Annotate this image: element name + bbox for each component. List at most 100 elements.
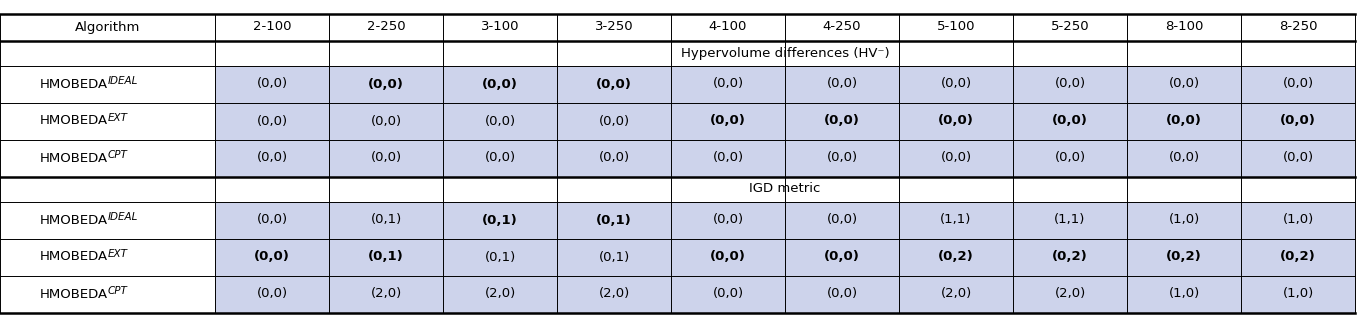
Text: (0,1): (0,1) — [484, 250, 515, 263]
Bar — [557, 40, 671, 66]
Bar — [786, 201, 900, 239]
Text: (0,0): (0,0) — [712, 288, 743, 301]
Text: (0,0): (0,0) — [484, 152, 515, 165]
Text: HMOBEDA: HMOBEDA — [39, 114, 107, 127]
Bar — [1241, 102, 1355, 140]
Bar — [671, 239, 786, 275]
Bar — [443, 201, 557, 239]
Bar — [329, 201, 443, 239]
Text: (0,0): (0,0) — [940, 78, 972, 91]
Bar — [329, 275, 443, 313]
Text: (0,1): (0,1) — [371, 214, 402, 227]
Bar — [0, 239, 215, 275]
Text: (0,0): (0,0) — [1055, 78, 1086, 91]
Bar — [329, 40, 443, 66]
Text: 8-100: 8-100 — [1165, 21, 1203, 34]
Text: (0,0): (0,0) — [712, 152, 743, 165]
Text: (0,0): (0,0) — [712, 214, 743, 227]
Bar — [786, 239, 900, 275]
Bar — [1127, 176, 1241, 201]
Text: 5-250: 5-250 — [1051, 21, 1090, 34]
Text: (2,0): (2,0) — [371, 288, 402, 301]
Bar — [900, 102, 1012, 140]
Text: IDEAL: IDEAL — [107, 212, 137, 222]
Bar — [1241, 176, 1355, 201]
Bar — [443, 66, 557, 102]
Text: 2-100: 2-100 — [253, 21, 291, 34]
Text: HMOBEDA: HMOBEDA — [39, 250, 107, 263]
Bar — [1012, 201, 1127, 239]
Bar — [329, 66, 443, 102]
Bar — [786, 176, 900, 201]
Text: (0,0): (0,0) — [1169, 152, 1200, 165]
Text: (0,0): (0,0) — [597, 78, 632, 91]
Text: EXT: EXT — [107, 249, 128, 259]
Text: (0,0): (0,0) — [938, 114, 974, 127]
Bar — [900, 239, 1012, 275]
Text: (0,0): (0,0) — [257, 114, 288, 127]
Text: (0,0): (0,0) — [257, 152, 288, 165]
Bar — [1012, 13, 1127, 40]
Text: 5-100: 5-100 — [936, 21, 976, 34]
Bar — [557, 275, 671, 313]
Text: Hypervolume differences (HV⁻): Hypervolume differences (HV⁻) — [681, 47, 889, 60]
Text: (0,2): (0,2) — [1052, 250, 1087, 263]
Text: (2,0): (2,0) — [484, 288, 515, 301]
Bar — [1012, 140, 1127, 176]
Text: (0,0): (0,0) — [709, 114, 746, 127]
Bar — [0, 13, 215, 40]
Text: (1,0): (1,0) — [1169, 288, 1200, 301]
Text: (0,2): (0,2) — [938, 250, 974, 263]
Bar — [671, 40, 786, 66]
Bar — [900, 66, 1012, 102]
Bar — [0, 140, 215, 176]
Text: (0,0): (0,0) — [1166, 114, 1201, 127]
Text: (1,0): (1,0) — [1169, 214, 1200, 227]
Bar — [1127, 201, 1241, 239]
Text: (0,2): (0,2) — [1166, 250, 1201, 263]
Text: (0,0): (0,0) — [826, 288, 858, 301]
Text: HMOBEDA: HMOBEDA — [39, 214, 107, 227]
Bar — [1012, 275, 1127, 313]
Bar — [671, 275, 786, 313]
Text: (0,0): (0,0) — [254, 250, 289, 263]
Bar — [1127, 13, 1241, 40]
Text: 3-100: 3-100 — [481, 21, 519, 34]
Text: (2,0): (2,0) — [598, 288, 629, 301]
Bar — [1241, 239, 1355, 275]
Bar — [900, 140, 1012, 176]
Text: (0,0): (0,0) — [257, 78, 288, 91]
Text: (0,0): (0,0) — [371, 152, 401, 165]
Bar — [1241, 201, 1355, 239]
Text: 4-250: 4-250 — [822, 21, 862, 34]
Text: (0,0): (0,0) — [1283, 152, 1314, 165]
Bar — [1012, 239, 1127, 275]
Text: (0,1): (0,1) — [368, 250, 404, 263]
Bar — [900, 275, 1012, 313]
Bar — [329, 102, 443, 140]
Bar — [1241, 40, 1355, 66]
Text: (0,0): (0,0) — [826, 214, 858, 227]
Bar — [0, 201, 215, 239]
Bar — [557, 239, 671, 275]
Bar — [443, 102, 557, 140]
Bar — [0, 102, 215, 140]
Text: (0,0): (0,0) — [824, 114, 860, 127]
Bar — [1012, 40, 1127, 66]
Text: IDEAL: IDEAL — [107, 76, 137, 86]
Bar — [671, 102, 786, 140]
Bar — [786, 13, 900, 40]
Bar — [900, 201, 1012, 239]
Bar — [329, 140, 443, 176]
Bar — [557, 102, 671, 140]
Text: 2-250: 2-250 — [367, 21, 405, 34]
Bar — [1241, 13, 1355, 40]
Text: (0,0): (0,0) — [598, 114, 629, 127]
Bar — [329, 13, 443, 40]
Bar — [443, 13, 557, 40]
Bar — [215, 102, 329, 140]
Bar — [0, 66, 215, 102]
Bar — [900, 13, 1012, 40]
Bar — [1241, 66, 1355, 102]
Text: (0,1): (0,1) — [482, 214, 518, 227]
